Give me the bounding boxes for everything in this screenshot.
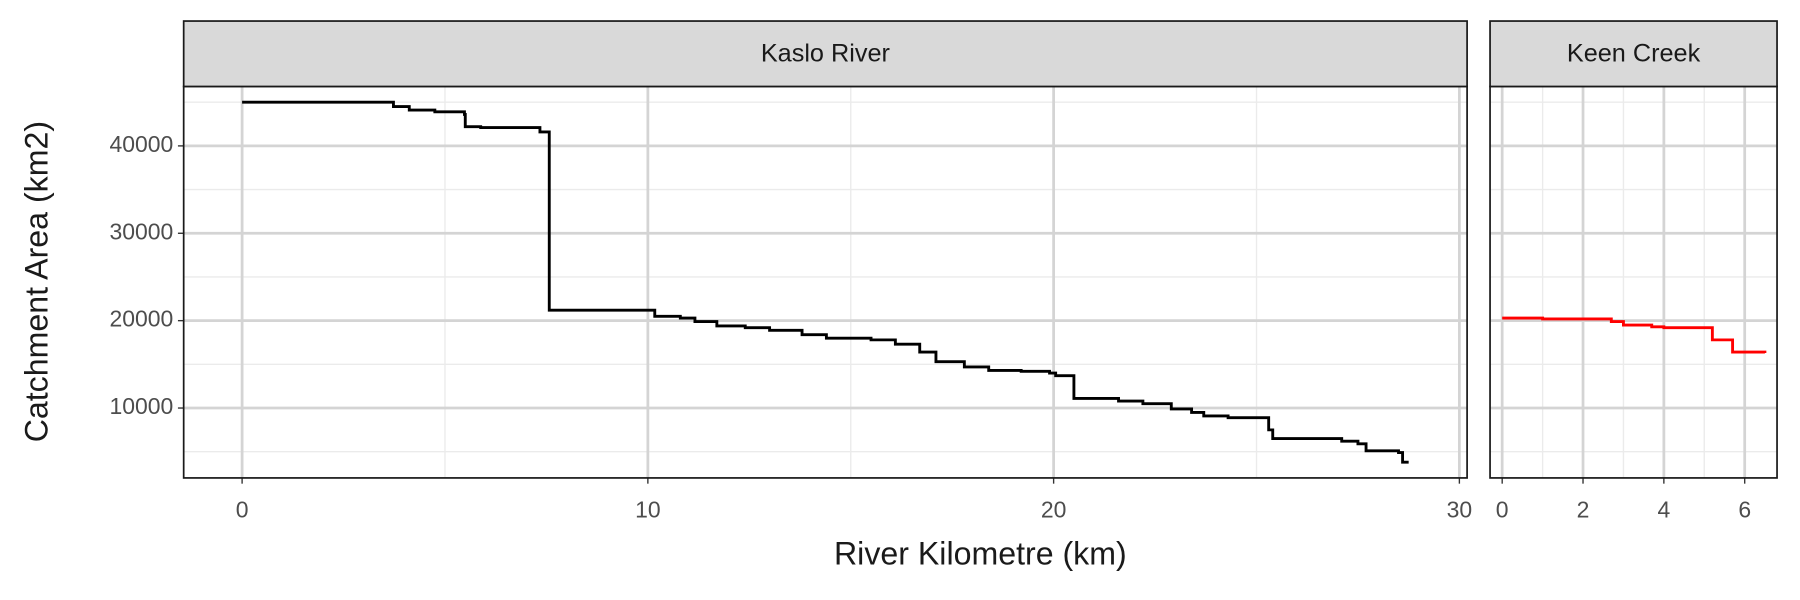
facet-strip bbox=[182, 20, 1468, 88]
facet-title: Kaslo River bbox=[761, 40, 890, 68]
x-tick-label: 0 bbox=[1496, 496, 1509, 522]
x-axis-title: River Kilometre (km) bbox=[834, 535, 1127, 571]
x-tick-label: 20 bbox=[1041, 496, 1067, 522]
y-tick-label: 30000 bbox=[110, 218, 174, 244]
y-axis-title: Catchment Area (km2) bbox=[19, 121, 55, 442]
y-tick-label: 10000 bbox=[110, 393, 174, 419]
step-line bbox=[242, 100, 1409, 464]
x-tick-label: 6 bbox=[1738, 496, 1751, 522]
x-tick-label: 10 bbox=[635, 496, 661, 522]
y-tick-label: 40000 bbox=[110, 131, 174, 157]
x-tick-label: 2 bbox=[1577, 496, 1590, 522]
x-tick-label: 30 bbox=[1447, 496, 1473, 522]
x-tick-label: 4 bbox=[1657, 496, 1670, 522]
facet-title: Keen Creek bbox=[1567, 40, 1701, 68]
step-line bbox=[1502, 316, 1767, 354]
facet-strip bbox=[1489, 20, 1778, 88]
x-tick-label: 0 bbox=[236, 496, 249, 522]
y-tick-label: 20000 bbox=[110, 306, 174, 332]
